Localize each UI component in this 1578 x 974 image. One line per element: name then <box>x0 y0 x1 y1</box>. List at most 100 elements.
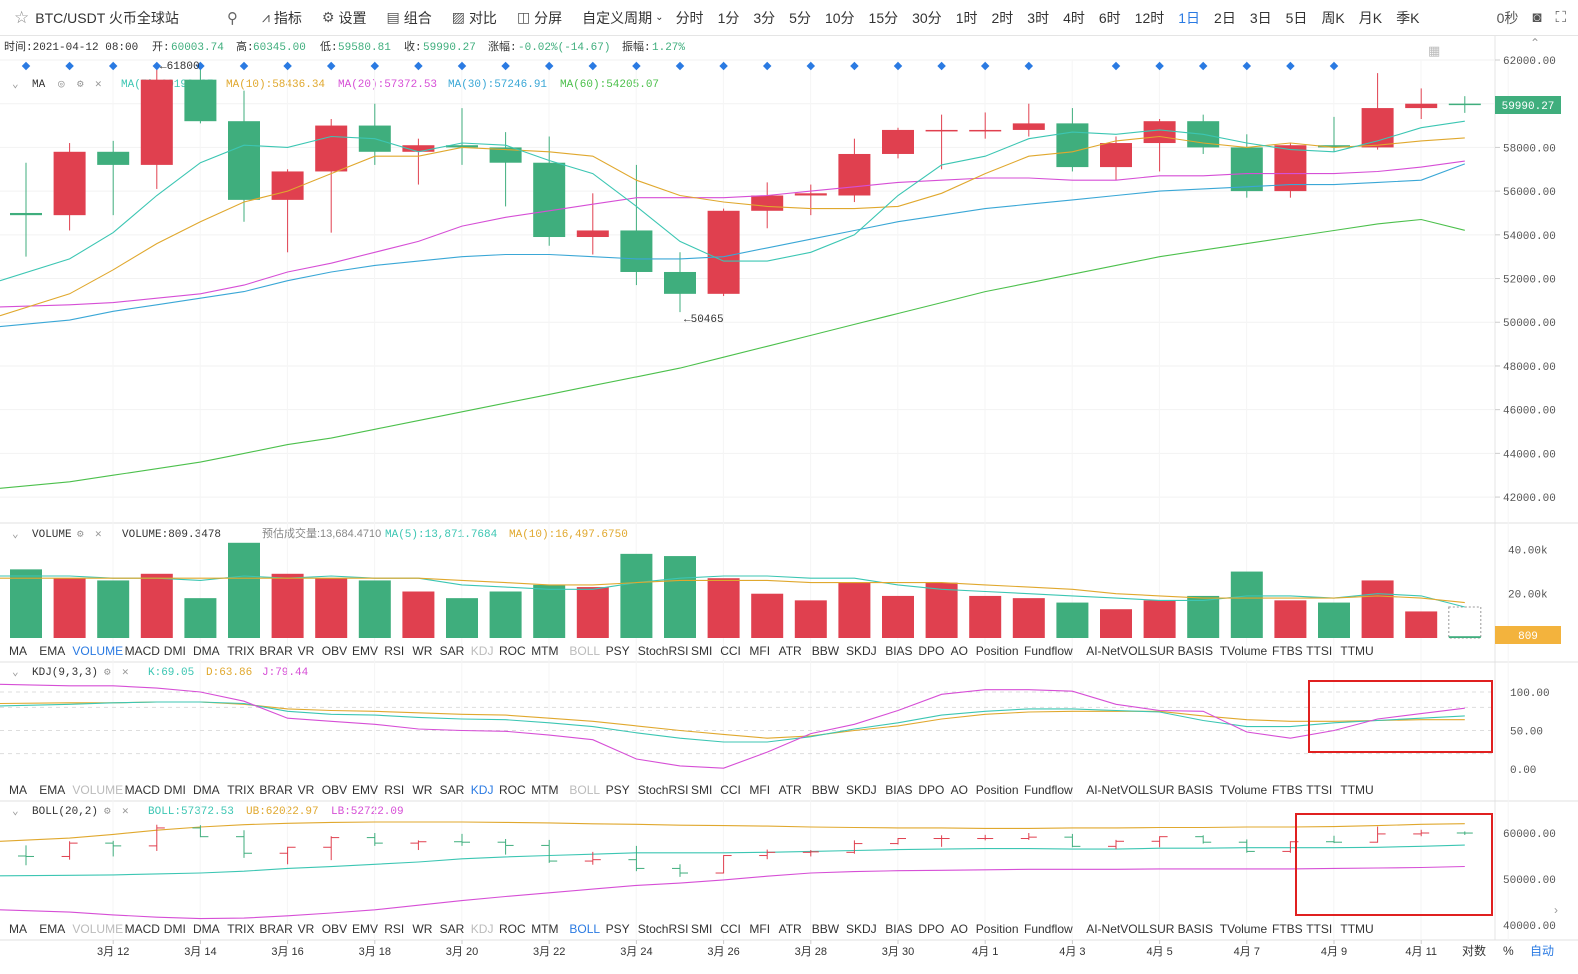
indicator-tab-ao[interactable]: AO <box>951 922 968 936</box>
indicator-tab-stochrsi[interactable]: StochRSI <box>638 644 689 658</box>
close-kdj-icon[interactable]: ✕ <box>122 667 129 679</box>
indicator-tab-boll[interactable]: BOLL <box>569 783 600 797</box>
indicator-tab-rsi[interactable]: RSI <box>384 644 404 658</box>
indicator-tab-lsur[interactable]: LSUR <box>1142 644 1174 658</box>
indicator-tab-ttmu[interactable]: TTMU <box>1340 783 1373 797</box>
indicator-tab-ai-netvol[interactable]: AI-NetVOL <box>1086 922 1144 936</box>
indicator-tab-ttsi[interactable]: TTSI <box>1306 644 1332 658</box>
indicator-tab-emv[interactable]: EMV <box>352 922 378 936</box>
indicator-tab-macd[interactable]: MACD <box>125 783 161 797</box>
indicator-tab-smi[interactable]: SMI <box>691 922 712 936</box>
tool-indicator[interactable]: ⩘ 指标 <box>262 8 302 28</box>
calendar-icon[interactable]: ▦ <box>1428 43 1440 58</box>
indicator-tab-skdj[interactable]: SKDJ <box>846 783 877 797</box>
indicator-tab-cci[interactable]: CCI <box>720 783 741 797</box>
indicator-tab-brar[interactable]: BRAR <box>259 783 293 797</box>
indicator-tab-stochrsi[interactable]: StochRSI <box>638 783 689 797</box>
indicator-tab-cci[interactable]: CCI <box>720 922 741 936</box>
period-tab[interactable]: 1分 <box>717 9 740 26</box>
star-icon[interactable]: ☆ <box>14 7 30 27</box>
indicator-tab-ao[interactable]: AO <box>951 783 968 797</box>
indicator-tab-roc[interactable]: ROC <box>499 644 526 658</box>
period-tab[interactable]: 季K <box>1396 9 1420 26</box>
indicator-tab-rsi[interactable]: RSI <box>384 783 404 797</box>
tool-gear[interactable]: ⚙ 设置 <box>322 8 367 28</box>
indicator-tab-macd[interactable]: MACD <box>125 922 161 936</box>
indicator-tab-bias[interactable]: BIAS <box>885 644 912 658</box>
chevron-up-icon[interactable]: ⌃ <box>1530 36 1540 50</box>
auto-scale-toggle[interactable]: 自动 <box>1530 944 1554 958</box>
tool-compare[interactable]: ▨ 对比 <box>452 8 497 28</box>
indicator-tab-fundflow[interactable]: Fundflow <box>1024 644 1073 658</box>
indicator-tab-ftbs[interactable]: FTBS <box>1272 644 1303 658</box>
indicator-tab-atr[interactable]: ATR <box>779 783 802 797</box>
indicator-tab-dpo[interactable]: DPO <box>918 783 944 797</box>
period-tab[interactable]: 月K <box>1358 9 1383 26</box>
indicator-tab-vr[interactable]: VR <box>298 644 315 658</box>
tool-combine[interactable]: ▤ 组合 <box>386 8 431 28</box>
camera-icon[interactable]: ◙ <box>1532 9 1542 26</box>
indicator-tab-lsur[interactable]: LSUR <box>1142 922 1174 936</box>
indicator-tab-mfi[interactable]: MFI <box>749 783 770 797</box>
settings-kdj-icon[interactable]: ⚙ <box>104 667 111 679</box>
indicator-tab-kdj[interactable]: KDJ <box>471 644 494 658</box>
indicator-tab-ttsi[interactable]: TTSI <box>1306 922 1332 936</box>
indicator-tab-vr[interactable]: VR <box>298 783 315 797</box>
percent-scale-toggle[interactable]: % <box>1503 944 1514 958</box>
period-tab[interactable]: 1时 <box>955 9 978 26</box>
indicator-tab-emv[interactable]: EMV <box>352 644 378 658</box>
indicator-tab-ao[interactable]: AO <box>951 644 968 658</box>
fullscreen-icon[interactable]: ⛶ <box>1555 9 1566 26</box>
indicator-tab-macd[interactable]: MACD <box>125 644 161 658</box>
indicator-tab-emv[interactable]: EMV <box>352 783 378 797</box>
indicator-tab-basis[interactable]: BASIS <box>1178 922 1213 936</box>
indicator-tab-fundflow[interactable]: Fundflow <box>1024 783 1073 797</box>
collapse-boll-icon[interactable]: ⌄ <box>12 806 19 818</box>
indicator-tab-volume[interactable]: VOLUME <box>72 922 123 936</box>
indicator-tab-mtm[interactable]: MTM <box>531 783 558 797</box>
indicator-tab-sar[interactable]: SAR <box>440 783 465 797</box>
indicator-tab-wr[interactable]: WR <box>412 783 432 797</box>
period-tab[interactable]: 3日 <box>1249 9 1272 26</box>
tool-split-screen[interactable]: ◫ 分屏 <box>517 8 562 28</box>
indicator-tab-psy[interactable]: PSY <box>606 783 630 797</box>
indicator-tab-kdj[interactable]: KDJ <box>471 783 494 797</box>
indicator-tab-mfi[interactable]: MFI <box>749 922 770 936</box>
indicator-tab-basis[interactable]: BASIS <box>1178 644 1213 658</box>
indicator-tab-dmi[interactable]: DMI <box>164 783 186 797</box>
indicator-tab-bias[interactable]: BIAS <box>885 783 912 797</box>
period-tab[interactable]: 5日 <box>1285 9 1308 26</box>
indicator-tab-fundflow[interactable]: Fundflow <box>1024 922 1073 936</box>
indicator-tab-kdj[interactable]: KDJ <box>471 922 494 936</box>
indicator-tab-cci[interactable]: CCI <box>720 644 741 658</box>
indicator-tab-vr[interactable]: VR <box>298 922 315 936</box>
indicator-tab-bbw[interactable]: BBW <box>812 922 840 936</box>
period-tab[interactable]: 15分 <box>868 9 899 26</box>
indicator-tab-ai-netvol[interactable]: AI-NetVOL <box>1086 644 1144 658</box>
indicator-tab-smi[interactable]: SMI <box>691 644 712 658</box>
indicator-tab-dma[interactable]: DMA <box>193 922 220 936</box>
indicator-tab-ma[interactable]: MA <box>9 644 27 658</box>
indicator-tab-dpo[interactable]: DPO <box>918 922 944 936</box>
indicator-tab-ftbs[interactable]: FTBS <box>1272 783 1303 797</box>
indicator-tab-ttsi[interactable]: TTSI <box>1306 783 1332 797</box>
indicator-tab-tvolume[interactable]: TVolume <box>1220 783 1268 797</box>
indicator-tab-roc[interactable]: ROC <box>499 922 526 936</box>
close-ma-icon[interactable]: ✕ <box>95 79 102 91</box>
indicator-tab-mfi[interactable]: MFI <box>749 644 770 658</box>
period-tab[interactable]: 1日 <box>1178 9 1201 26</box>
period-tab[interactable]: 3时 <box>1027 9 1050 26</box>
indicator-tab-brar[interactable]: BRAR <box>259 922 293 936</box>
log-scale-toggle[interactable]: 对数 <box>1462 943 1486 958</box>
period-tab[interactable]: 2日 <box>1214 9 1236 26</box>
period-tab[interactable]: 6时 <box>1098 9 1121 26</box>
settings-boll-icon[interactable]: ⚙ <box>104 806 111 818</box>
indicator-tab-tvolume[interactable]: TVolume <box>1220 644 1268 658</box>
indicator-tab-bbw[interactable]: BBW <box>812 783 840 797</box>
indicator-tab-volume[interactable]: VOLUME <box>72 644 123 658</box>
indicator-tab-volume[interactable]: VOLUME <box>72 783 123 797</box>
indicator-tab-ema[interactable]: EMA <box>39 922 65 936</box>
indicator-tab-skdj[interactable]: SKDJ <box>846 922 877 936</box>
indicator-tab-lsur[interactable]: LSUR <box>1142 783 1174 797</box>
collapse-kdj-icon[interactable]: ⌄ <box>12 667 19 679</box>
